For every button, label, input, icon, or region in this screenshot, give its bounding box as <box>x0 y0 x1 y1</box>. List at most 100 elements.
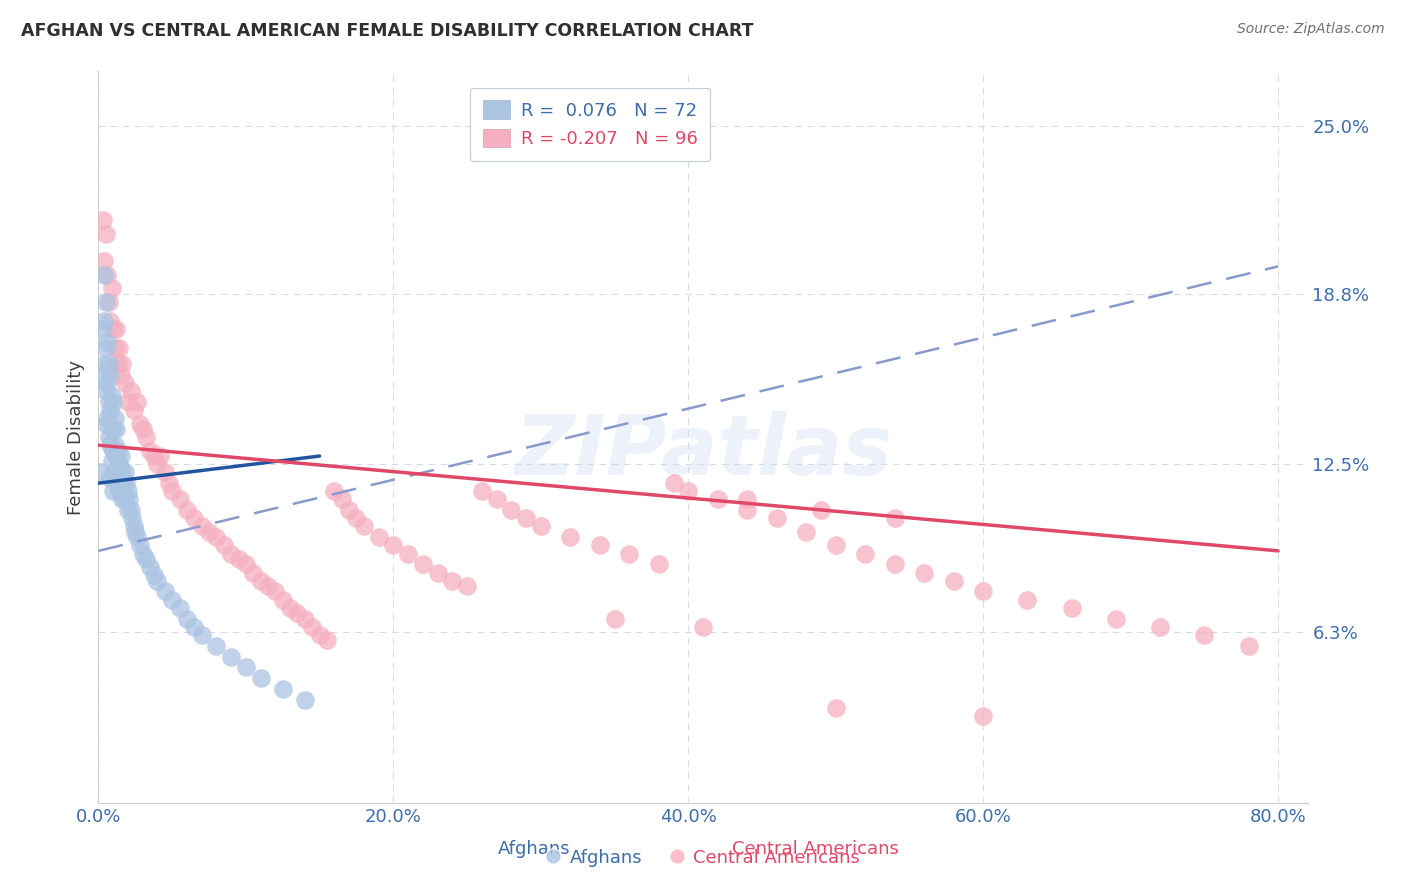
Text: ZIPatlas: ZIPatlas <box>515 411 891 492</box>
Point <box>101 443 124 458</box>
Point <box>346 511 368 525</box>
Point <box>219 547 242 561</box>
Point <box>143 568 166 582</box>
Point <box>412 558 434 572</box>
Point <box>108 457 131 471</box>
Point <box>101 322 124 336</box>
Point <box>110 476 132 491</box>
Point <box>91 322 114 336</box>
Point <box>135 552 157 566</box>
Point <box>249 574 271 588</box>
Point <box>441 574 464 588</box>
Point <box>91 213 114 227</box>
Point <box>648 558 671 572</box>
Point <box>190 519 212 533</box>
Point <box>93 268 115 282</box>
Point <box>110 368 132 382</box>
Point <box>169 492 191 507</box>
Point <box>115 476 138 491</box>
Point <box>98 368 121 382</box>
Point <box>160 484 183 499</box>
Point <box>108 484 131 499</box>
Point <box>228 552 250 566</box>
Point <box>912 566 935 580</box>
Point <box>94 384 117 398</box>
Point <box>883 511 905 525</box>
Point <box>105 322 128 336</box>
Point <box>97 357 120 371</box>
Point <box>114 376 136 390</box>
Point <box>765 511 787 525</box>
Point <box>501 503 523 517</box>
Point <box>190 628 212 642</box>
Point <box>125 530 148 544</box>
Point <box>121 511 143 525</box>
Point <box>104 465 127 479</box>
Point <box>603 611 626 625</box>
Point <box>131 422 153 436</box>
Point <box>1194 628 1216 642</box>
Point <box>98 471 121 485</box>
Point <box>93 313 115 327</box>
Point <box>257 579 280 593</box>
Point <box>706 492 728 507</box>
Point <box>108 341 131 355</box>
Point <box>117 503 139 517</box>
Point <box>122 519 145 533</box>
Point <box>143 449 166 463</box>
Point <box>146 457 169 471</box>
Point <box>101 395 124 409</box>
Point <box>1017 592 1039 607</box>
Point <box>330 492 353 507</box>
Point <box>183 620 205 634</box>
Point <box>96 268 118 282</box>
Point <box>323 484 346 499</box>
Point <box>160 592 183 607</box>
Point <box>853 547 876 561</box>
Point <box>1105 611 1128 625</box>
Point <box>111 492 134 507</box>
Point <box>287 606 309 620</box>
Point <box>97 430 120 444</box>
Legend: Afghans, Central Americans: Afghans, Central Americans <box>538 841 868 874</box>
Point <box>110 449 132 463</box>
Point <box>589 538 612 552</box>
Point <box>337 503 360 517</box>
Point <box>249 671 271 685</box>
Point <box>316 633 339 648</box>
Point <box>97 294 120 309</box>
Point <box>205 530 228 544</box>
Point <box>104 341 127 355</box>
Point <box>91 368 114 382</box>
Point <box>135 430 157 444</box>
Point <box>692 620 714 634</box>
Point <box>111 357 134 371</box>
Point <box>619 547 641 561</box>
Point <box>735 503 758 517</box>
Point <box>972 584 994 599</box>
Point <box>105 422 128 436</box>
Point <box>515 511 537 525</box>
Point <box>153 584 176 599</box>
Point <box>139 560 162 574</box>
Point <box>205 639 228 653</box>
Point <box>212 538 235 552</box>
Point <box>198 524 221 539</box>
Text: Source: ZipAtlas.com: Source: ZipAtlas.com <box>1237 22 1385 37</box>
Point <box>98 438 121 452</box>
Point <box>96 335 118 350</box>
Point <box>114 492 136 507</box>
Point <box>93 357 115 371</box>
Point <box>176 611 198 625</box>
Point <box>105 476 128 491</box>
Point <box>101 465 124 479</box>
Point <box>301 620 323 634</box>
Point <box>560 530 582 544</box>
Point <box>120 503 142 517</box>
Point <box>278 600 301 615</box>
Point <box>94 227 117 241</box>
Point <box>678 484 700 499</box>
Point <box>169 600 191 615</box>
Point <box>139 443 162 458</box>
Point <box>426 566 449 580</box>
